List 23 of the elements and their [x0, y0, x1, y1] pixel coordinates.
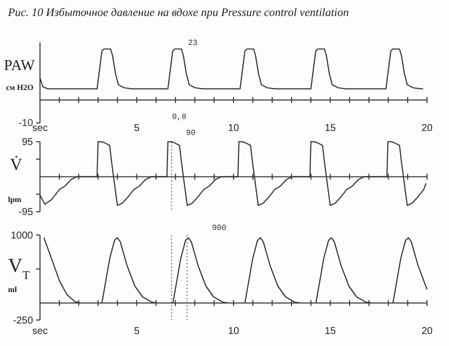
x-tick-label: 10 — [228, 123, 240, 134]
x-tick-label: 5 — [134, 123, 140, 134]
text: 0,8 — [172, 113, 187, 122]
y-tick-label: -95 — [18, 207, 34, 218]
x-tick-label: sec — [32, 326, 48, 337]
y-tick-label: 1000 — [10, 230, 34, 242]
x-tick-label: sec — [32, 123, 48, 134]
x-tick-label: 20 — [421, 326, 433, 337]
y-tick-label: -250 — [12, 316, 34, 326]
text: 900 — [212, 224, 227, 233]
x-tick-label: 15 — [324, 123, 336, 134]
x-tick-label: 10 — [228, 326, 240, 337]
text: V̇ lpm — [8, 155, 22, 204]
y-axis-title: V$_{T}$ ml — [8, 255, 30, 294]
x-tick-label: 15 — [324, 326, 336, 337]
x-tick-label: 20 — [421, 123, 433, 134]
text: 90 — [186, 129, 196, 138]
text: 23 — [188, 39, 198, 48]
y-axis-title: PAW см H2O — [4, 58, 36, 92]
x-tick-label: 5 — [134, 326, 140, 337]
y-tick-label: 95 — [22, 137, 34, 148]
chart-title: Рис. 10 Избыточное давление на вдохе при Pressure control ventilation — [7, 7, 350, 19]
text: -10 — [18, 118, 34, 129]
